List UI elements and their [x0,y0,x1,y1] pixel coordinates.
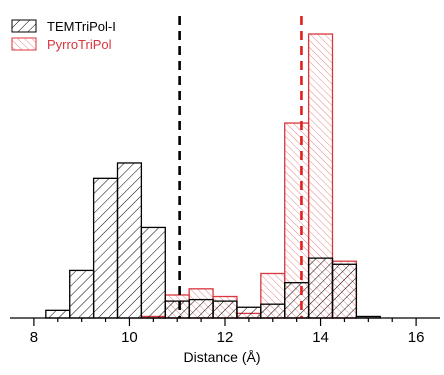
legend-item-temtripol: TEMTriPol-I [11,19,116,34]
temtripol-bar [307,257,334,319]
reference-lines [178,16,303,318]
x-tick-label: 12 [217,329,234,346]
temtripol-bar [331,263,358,319]
temtripol-bar [45,309,71,319]
temtripol-bar [164,300,190,319]
legend-item-pyrrotripol: PyrroTriPol [11,37,112,52]
x-tick-label: 16 [408,329,425,346]
x-axis-label: Distance (Å) [183,349,260,365]
legend-swatch-pyrrotripol [11,37,37,51]
temtripol-bar [69,269,95,319]
temtripol-bar [260,303,286,319]
legend-swatch-temtripol [11,19,37,33]
temtripol-bar [188,298,214,319]
temtripol-bar [140,226,166,319]
temtripol-bar [212,300,238,319]
temtripol-bar [92,177,119,319]
x-tick-label: 10 [121,329,138,346]
temtripol-bar [284,282,310,319]
legend-label-pyrrotripol: PyrroTriPol [47,37,112,52]
legend-label-temtripol: TEMTriPol-I [47,19,116,34]
temtripol-bar [236,306,262,319]
x-tick-label: 8 [30,329,38,346]
temtripol-bar [116,162,143,319]
legend: TEMTriPol-I PyrroTriPol [11,19,116,52]
x-axis-ticks: 8 10 12 14 16 [30,318,425,346]
x-tick-label: 14 [312,329,329,346]
